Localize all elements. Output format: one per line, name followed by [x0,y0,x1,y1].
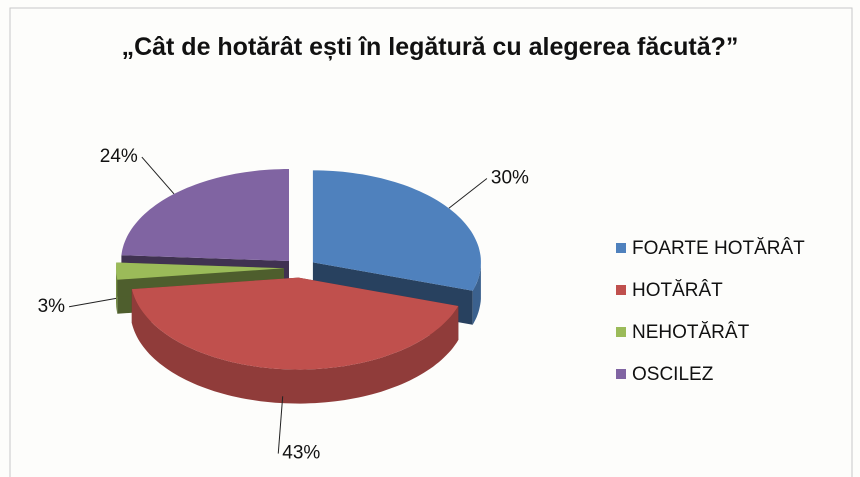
leader-line [68,297,117,308]
slice-top [116,262,284,280]
legend-label: HOTĂRÂT [632,279,723,301]
data-label: 24% [100,146,138,167]
leader-line [448,178,488,209]
slice-top [312,170,481,291]
legend-swatch [616,285,626,295]
legend-label: OSCILEZ [632,364,714,385]
leader-line [141,156,175,195]
data-label: 43% [282,443,320,464]
chart-frame [9,7,853,477]
slice-top [131,277,459,370]
pie-slice [131,277,459,404]
legend-swatch [616,327,626,337]
slice-wall [116,268,118,314]
slice-wall [472,262,481,325]
legend-swatch [616,243,626,253]
legend-label: FOARTE HOTĂRÂT [632,237,805,259]
leader-line [277,396,284,454]
chart-title: „Cât de hotărât ești în legătură cu aleg… [121,33,739,61]
slice-top [121,169,290,261]
legend-label: NEHOTĂRÂT [632,321,750,343]
legend-swatch [616,369,626,379]
data-label: 3% [38,296,66,317]
data-label: 30% [491,168,529,189]
slice-wall [131,289,459,404]
